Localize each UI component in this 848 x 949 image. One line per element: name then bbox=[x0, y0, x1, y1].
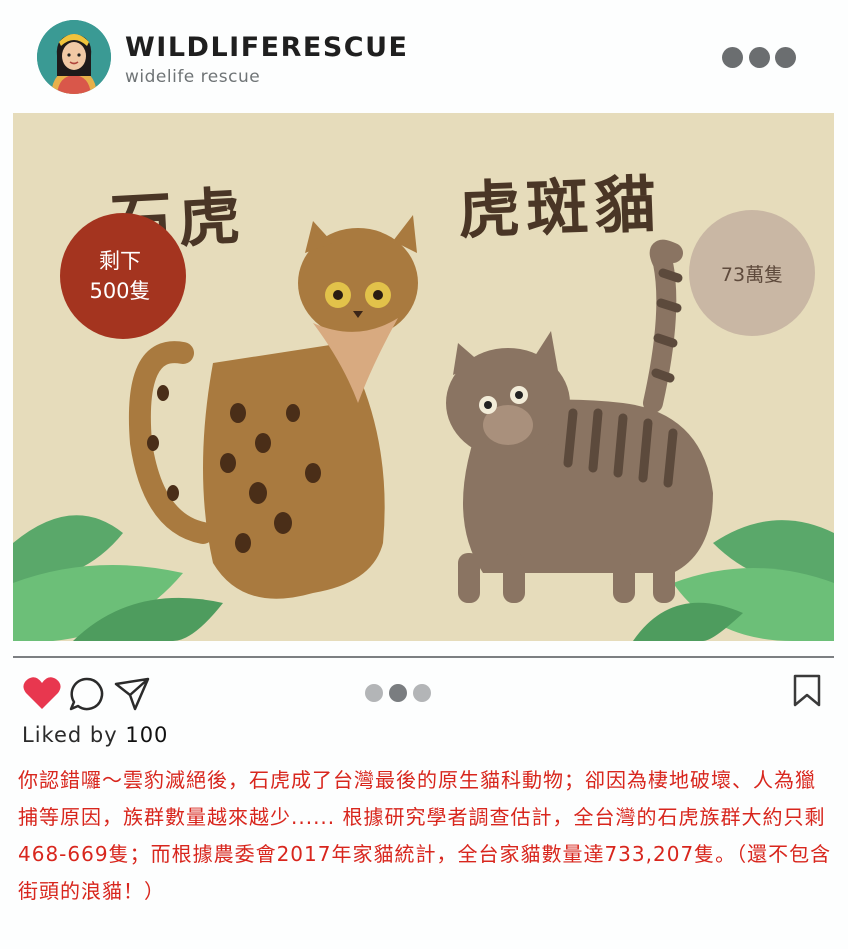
tabby-cat-count-badge: 73萬隻 bbox=[689, 210, 815, 336]
carousel-dot bbox=[365, 684, 383, 702]
leopard-cat-illustration bbox=[128, 215, 418, 599]
badge-left-line1: 剩下 bbox=[99, 249, 141, 273]
more-dot bbox=[775, 46, 796, 68]
likes-prefix: Liked by bbox=[22, 723, 118, 747]
divider bbox=[13, 656, 834, 658]
account-subtitle: widelife rescue bbox=[125, 67, 261, 87]
paper-plane-icon[interactable] bbox=[113, 676, 151, 712]
more-dot bbox=[722, 46, 743, 68]
leopard-cat-count-badge: 剩下 500隻 bbox=[60, 213, 186, 339]
carousel-indicator bbox=[365, 684, 431, 702]
post-caption: 你認錯囉～雲豹滅絕後，石虎成了台灣最後的原生貓科動物；卻因為棲地破壞、人為獵捕等… bbox=[18, 768, 832, 903]
likes-number: 100 bbox=[125, 723, 169, 747]
leaf-right-icon bbox=[633, 520, 834, 641]
username[interactable]: WILDLIFERESCUE bbox=[125, 32, 409, 63]
post-image[interactable]: 石虎 虎斑貓 剩下 500隻 73萬隻 bbox=[13, 113, 834, 641]
bookmark-icon[interactable] bbox=[792, 674, 822, 708]
badge-left-line2: 500隻 bbox=[89, 279, 151, 303]
leaf-left-icon bbox=[13, 515, 223, 641]
illustration bbox=[13, 215, 834, 641]
heart-icon[interactable] bbox=[22, 675, 62, 711]
title-tabby-cat: 虎斑貓 bbox=[456, 167, 664, 248]
badge-right-label: 73萬隻 bbox=[720, 263, 784, 286]
tabby-cat-illustration bbox=[446, 239, 713, 603]
more-dot bbox=[748, 46, 770, 68]
avatar[interactable] bbox=[37, 20, 111, 94]
avatar-girl-icon bbox=[37, 20, 111, 94]
more-dots-icon[interactable] bbox=[722, 46, 796, 68]
carousel-dot bbox=[413, 684, 431, 702]
likes-count[interactable]: Liked by 100 bbox=[22, 723, 168, 747]
comment-bubble-icon[interactable] bbox=[68, 676, 106, 712]
carousel-dot-active bbox=[389, 684, 407, 702]
